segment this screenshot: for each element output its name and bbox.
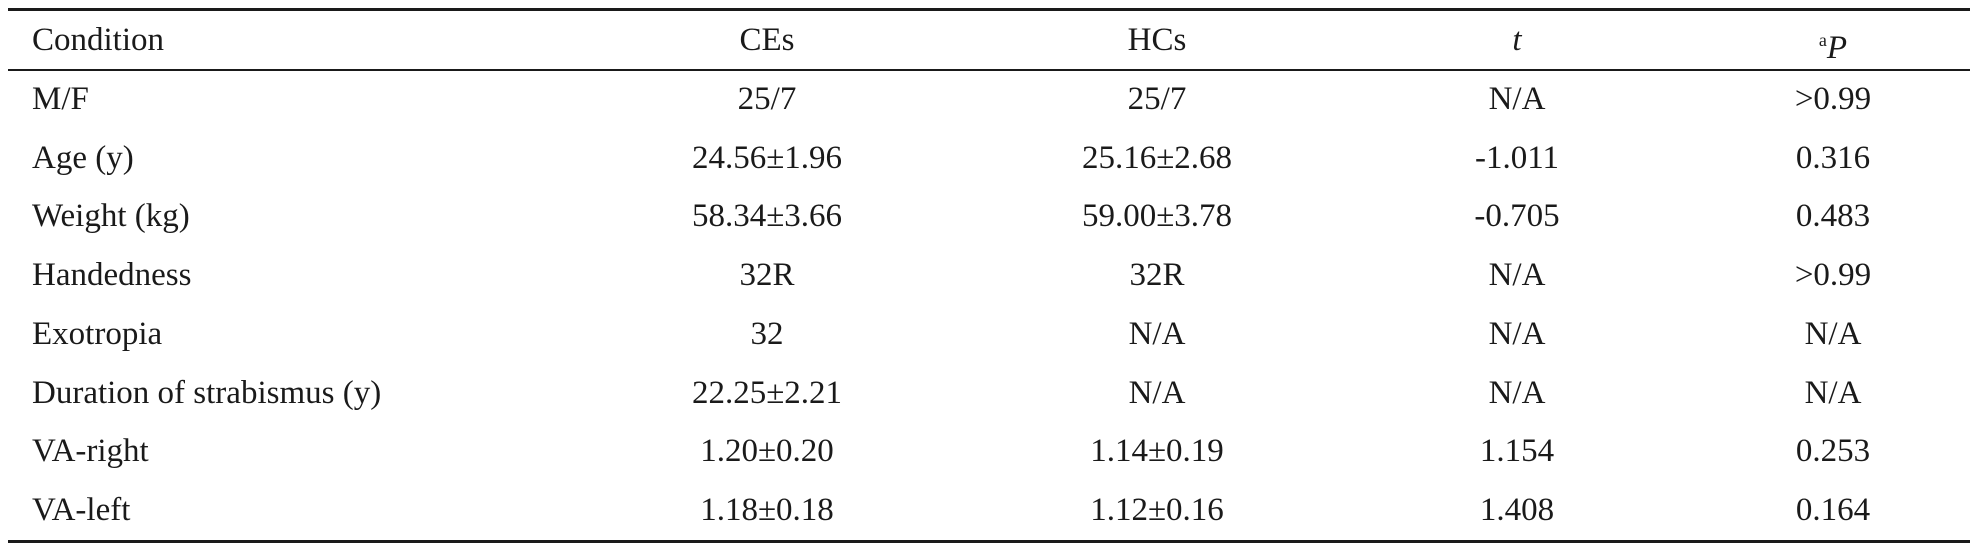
data-cell: 1.14±0.19 [1090,433,1224,470]
data-cell: >0.99 [1794,81,1872,117]
data-cell: N/A [1128,374,1186,411]
data-cell: 22.25±2.21 [691,374,843,411]
data-cell: 0.316 [1795,139,1871,176]
header-text: P [1826,30,1848,66]
header-cell: HCs [1127,22,1187,58]
header-cell: Condition [32,22,165,58]
row-label: VA-right [32,433,149,470]
row-label: Duration of strabismus (y) [32,374,382,411]
row-label: VA-left [32,491,131,528]
data-cell: 25/7 [737,81,797,117]
data-cell: N/A [1804,315,1862,352]
data-cell: -0.705 [1474,198,1560,235]
header-cell: CEs [739,22,795,58]
data-cell: 1.12±0.16 [1090,491,1224,528]
data-cell: N/A [1488,257,1546,294]
data-cell: 59.00±3.78 [1081,198,1233,235]
data-cell: 25/7 [1127,81,1187,117]
data-cell: 1.154 [1479,433,1555,470]
note-mark: a [1818,30,1827,50]
data-cell: 32 [750,315,784,352]
data-cell: 58.34±3.66 [691,198,843,235]
data-cell: 32R [739,257,795,294]
data-cell: 32R [1129,257,1185,294]
data-cell: 1.20±0.20 [700,433,834,470]
row-label: Age (y) [32,139,134,176]
data-cell: N/A [1488,81,1546,117]
data-cell: >0.99 [1794,257,1872,294]
data-cell: N/A [1128,315,1186,352]
data-cell: N/A [1804,374,1862,411]
row-label: Weight (kg) [32,198,190,235]
data-cell: 0.164 [1795,491,1871,528]
data-cell: 1.18±0.18 [700,491,834,528]
data-cell: N/A [1488,315,1546,352]
header-cell: t [1512,22,1522,58]
row-label: M/F [32,81,89,117]
header-cell: aP [1819,11,1847,70]
data-cell: 24.56±1.96 [691,139,843,176]
data-cell: -1.011 [1474,139,1560,176]
data-cell: N/A [1488,374,1546,411]
data-cell: 1.408 [1479,491,1555,528]
bottom-rule [8,540,1970,543]
header-rule [8,69,1970,71]
data-cell: 0.253 [1795,433,1871,470]
row-label: Handedness [32,257,192,294]
row-label: Exotropia [32,315,163,352]
top-rule [8,8,1970,11]
data-cell: 0.483 [1795,198,1871,235]
data-cell: 25.16±2.68 [1081,139,1233,176]
